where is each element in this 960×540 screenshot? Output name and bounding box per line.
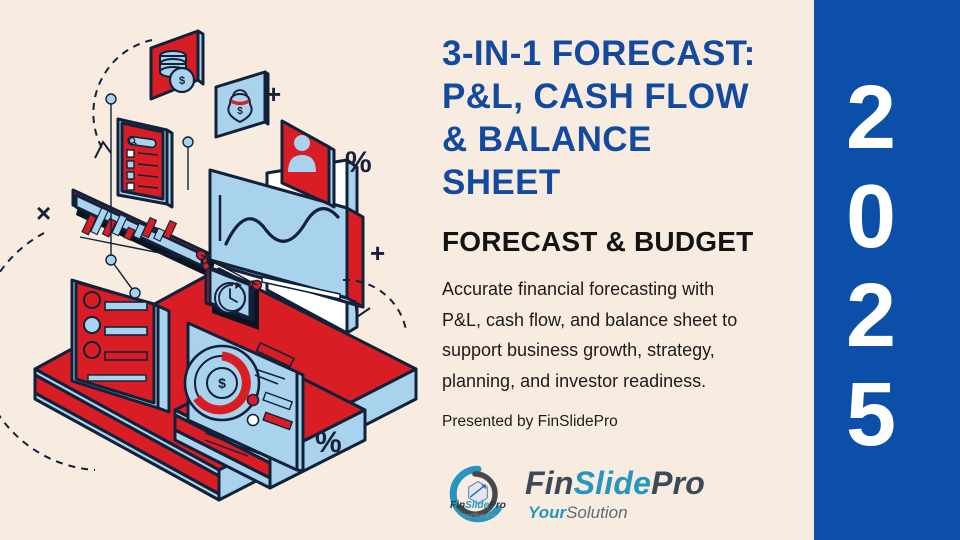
svg-text:+: + — [266, 79, 281, 109]
svg-text:×: × — [36, 198, 51, 228]
svg-text:$: $ — [179, 75, 185, 87]
svg-text:$: $ — [218, 375, 226, 391]
svg-text:+: + — [370, 238, 385, 268]
svg-text:FinSlidePro: FinSlidePro — [450, 500, 506, 511]
svg-text:%: % — [345, 146, 372, 179]
svg-text:$: $ — [237, 106, 243, 117]
svg-text:YourSolution: YourSolution — [460, 512, 496, 519]
svg-text:%: % — [315, 426, 342, 459]
